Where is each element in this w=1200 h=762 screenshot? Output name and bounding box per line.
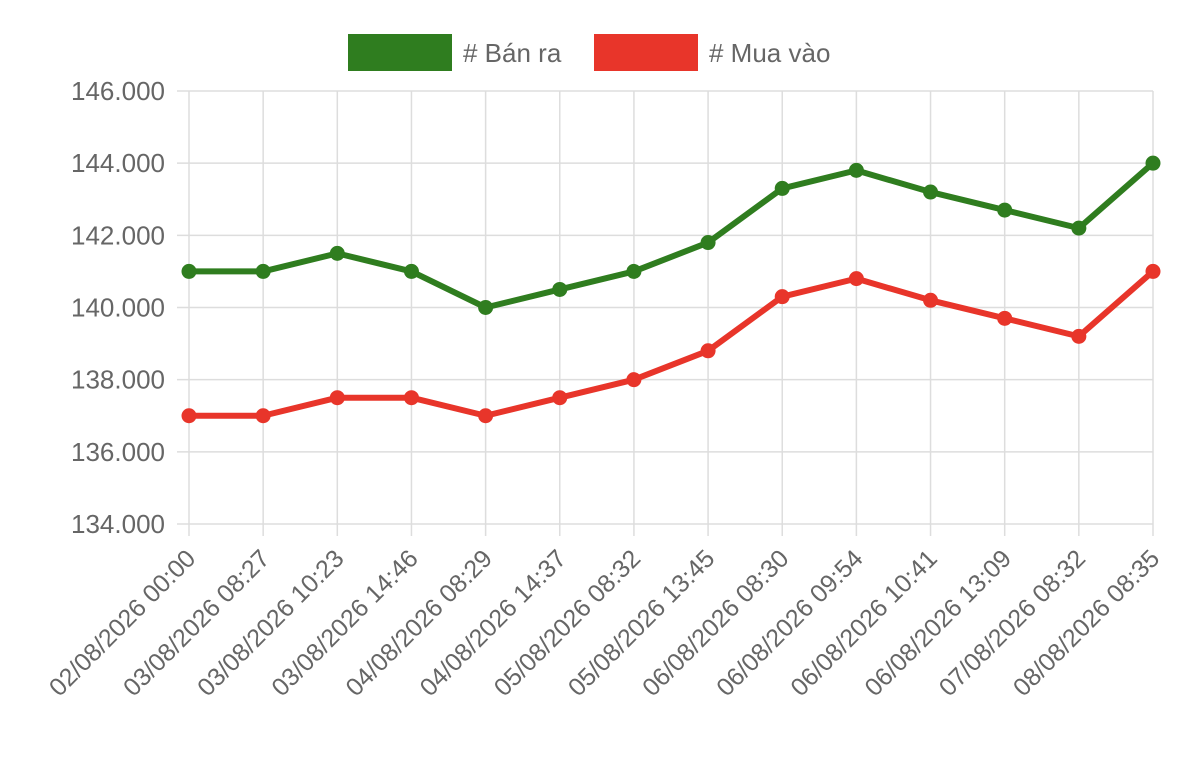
chart-legend: # Bán ra # Mua vào (348, 34, 830, 71)
data-point[interactable] (1071, 328, 1087, 344)
data-point[interactable] (329, 390, 345, 406)
legend-label[interactable]: # Mua vào (709, 38, 830, 68)
data-point[interactable] (848, 271, 864, 287)
data-point[interactable] (626, 263, 642, 279)
data-point[interactable] (255, 263, 271, 279)
data-point[interactable] (774, 289, 790, 305)
data-point[interactable] (403, 263, 419, 279)
data-point[interactable] (1145, 155, 1161, 171)
data-point[interactable] (478, 300, 494, 315)
legend-label[interactable]: # Bán ra (463, 38, 562, 68)
series-line (186, 268, 1156, 419)
data-point[interactable] (997, 310, 1013, 326)
y-tick-label: 138.000 (71, 365, 165, 395)
data-point[interactable] (403, 390, 419, 406)
data-point[interactable] (478, 408, 494, 424)
data-point[interactable] (923, 184, 939, 200)
legend-swatch (594, 34, 698, 71)
y-tick-label: 142.000 (71, 220, 165, 250)
data-point[interactable] (774, 180, 790, 196)
data-point[interactable] (181, 263, 197, 279)
y-tick-label: 134.000 (71, 509, 165, 539)
y-tick-label: 136.000 (71, 437, 165, 467)
data-point[interactable] (1071, 220, 1087, 236)
data-point[interactable] (700, 343, 716, 359)
data-point[interactable] (1145, 263, 1161, 279)
legend-swatch (348, 34, 452, 71)
data-point[interactable] (626, 372, 642, 388)
data-point[interactable] (700, 235, 716, 251)
y-tick-label: 140.000 (71, 293, 165, 323)
data-point[interactable] (923, 292, 939, 308)
series-layer (181, 155, 1161, 424)
data-point[interactable] (552, 281, 568, 297)
data-point[interactable] (848, 162, 864, 178)
series-line (186, 160, 1156, 311)
y-tick-label: 146.000 (71, 76, 165, 106)
y-axis: 146.000 144.000 142.000 140.000 138.000 136.0… (71, 76, 165, 539)
data-point[interactable] (329, 245, 345, 261)
data-point[interactable] (181, 408, 197, 424)
data-point[interactable] (997, 202, 1013, 218)
y-tick-label: 144.000 (71, 148, 165, 178)
data-point[interactable] (255, 408, 271, 424)
chart-grid (177, 90, 1154, 536)
data-point[interactable] (552, 390, 568, 406)
